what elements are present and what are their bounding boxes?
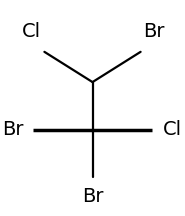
Text: Cl: Cl [22,22,41,41]
Text: Br: Br [2,120,24,139]
Text: Br: Br [82,187,103,206]
Text: Br: Br [143,22,164,41]
Text: Cl: Cl [162,120,182,139]
